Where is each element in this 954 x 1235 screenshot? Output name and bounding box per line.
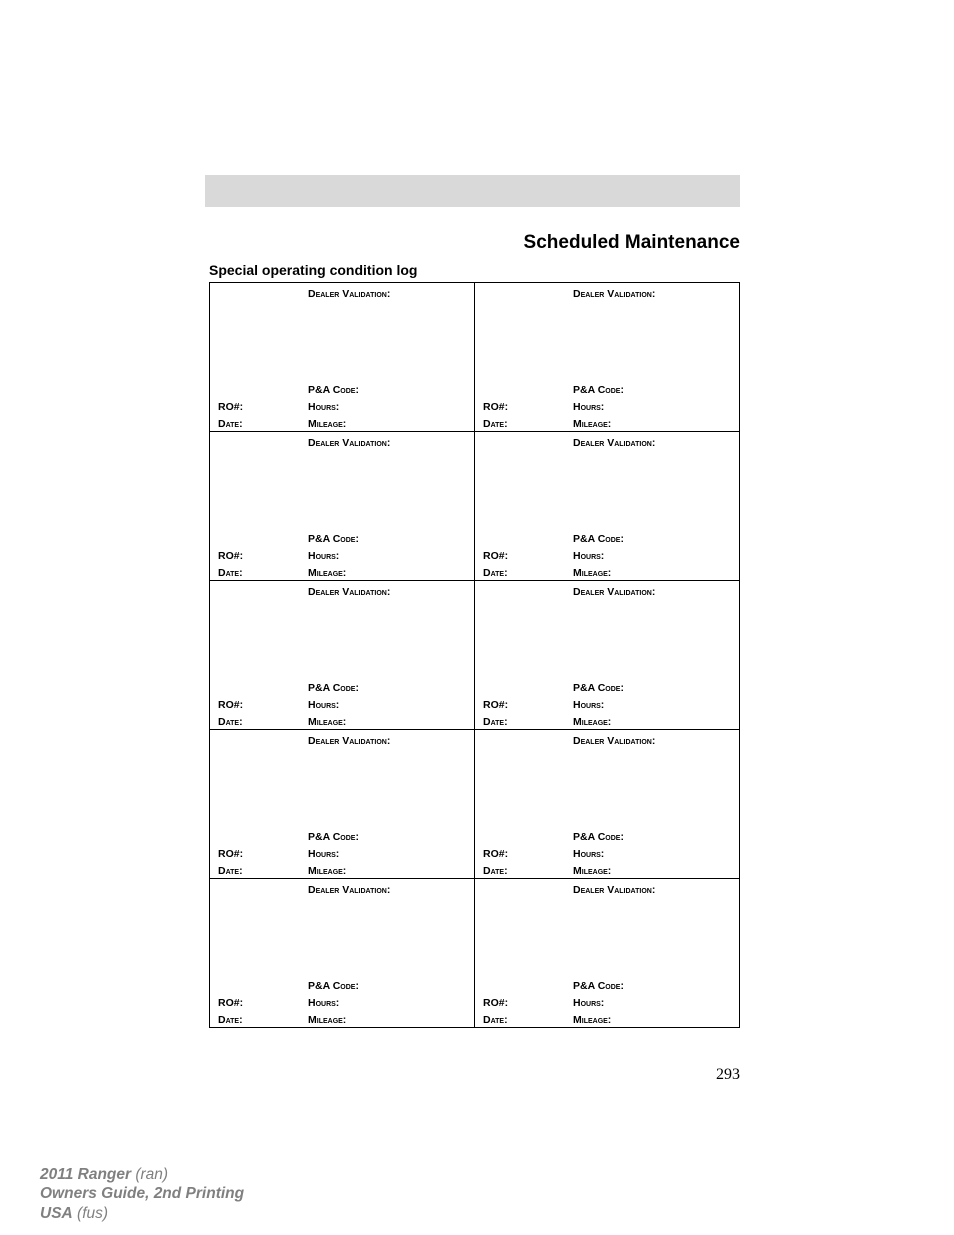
date-label: Date: [218,1014,243,1026]
page-number: 293 [716,1066,740,1084]
date-label: Date: [218,716,243,728]
log-cell-content: Dealer Validation: P&A Code: RO#: Hours: Dat… [210,879,474,1027]
ro-label: RO#: [218,550,243,562]
log-cell-content: Dealer Validation: P&A Code: RO#: Hours: Dat… [475,283,739,431]
log-row: Dealer Validation: P&A Code: RO#: Hours: Dat… [210,432,740,581]
date-label: Date: [218,418,243,430]
pa-code-label: P&A Code: [573,682,624,694]
date-label: Date: [483,1014,508,1026]
hours-label: Hours: [573,699,604,711]
log-row: Dealer Validation: P&A Code: RO#: Hours: Dat… [210,730,740,879]
log-cell-content: Dealer Validation: P&A Code: RO#: Hours: Dat… [475,730,739,878]
log-cell-content: Dealer Validation: P&A Code: RO#: Hours: Dat… [210,432,474,580]
log-cell: Dealer Validation: P&A Code: RO#: Hours: Dat… [475,879,740,1028]
date-label: Date: [218,865,243,877]
pa-code-label: P&A Code: [308,384,359,396]
log-cell-content: Dealer Validation: P&A Code: RO#: Hours: Dat… [475,581,739,729]
log-cell: Dealer Validation: P&A Code: RO#: Hours: Dat… [475,432,740,581]
footer-line-1: 2011 Ranger (ran) [40,1165,244,1184]
hours-label: Hours: [573,550,604,562]
log-cell-content: Dealer Validation: P&A Code: RO#: Hours: Dat… [210,730,474,878]
dealer-validation-label: Dealer Validation: [573,735,655,747]
mileage-label: Mileage: [308,567,346,579]
ro-label: RO#: [218,699,243,711]
hours-label: Hours: [308,401,339,413]
log-cell-content: Dealer Validation: P&A Code: RO#: Hours: Dat… [475,432,739,580]
log-cell: Dealer Validation: P&A Code: RO#: Hours: Dat… [210,879,475,1028]
log-row: Dealer Validation: P&A Code: RO#: Hours: Dat… [210,879,740,1028]
pa-code-label: P&A Code: [308,980,359,992]
date-label: Date: [483,716,508,728]
log-cell: Dealer Validation: P&A Code: RO#: Hours: Dat… [475,730,740,879]
mileage-label: Mileage: [573,716,611,728]
log-row: Dealer Validation: P&A Code: RO#: Hours: Dat… [210,581,740,730]
log-cell: Dealer Validation: P&A Code: RO#: Hours: Dat… [210,432,475,581]
pa-code-label: P&A Code: [308,831,359,843]
mileage-label: Mileage: [573,418,611,430]
log-cell: Dealer Validation: P&A Code: RO#: Hours: Dat… [210,581,475,730]
pa-code-label: P&A Code: [573,831,624,843]
pa-code-label: P&A Code: [573,384,624,396]
log-cell-content: Dealer Validation: P&A Code: RO#: Hours: Dat… [210,581,474,729]
log-table: Dealer Validation: P&A Code: RO#: Hours: Dat… [209,282,740,1028]
log-cell-content: Dealer Validation: P&A Code: RO#: Hours: Dat… [210,283,474,431]
footer-guide: Owners Guide, 2nd Printing [40,1184,244,1203]
date-label: Date: [483,865,508,877]
ro-label: RO#: [483,550,508,562]
ro-label: RO#: [483,401,508,413]
ro-label: RO#: [483,848,508,860]
dealer-validation-label: Dealer Validation: [573,884,655,896]
pa-code-label: P&A Code: [308,533,359,545]
log-row: Dealer Validation: P&A Code: RO#: Hours: Dat… [210,283,740,432]
log-cell: Dealer Validation: P&A Code: RO#: Hours: Dat… [475,283,740,432]
hours-label: Hours: [573,401,604,413]
log-cell: Dealer Validation: P&A Code: RO#: Hours: Dat… [210,730,475,879]
footer-country-code: (fus) [73,1205,108,1222]
dealer-validation-label: Dealer Validation: [573,288,655,300]
mileage-label: Mileage: [573,865,611,877]
dealer-validation-label: Dealer Validation: [573,437,655,449]
mileage-label: Mileage: [308,865,346,877]
footer-vehicle: 2011 Ranger [40,1166,131,1183]
pa-code-label: P&A Code: [573,533,624,545]
log-cell: Dealer Validation: P&A Code: RO#: Hours: Dat… [210,283,475,432]
mileage-label: Mileage: [573,1014,611,1026]
ro-label: RO#: [218,848,243,860]
log-cell-content: Dealer Validation: P&A Code: RO#: Hours: Dat… [475,879,739,1027]
hours-label: Hours: [308,848,339,860]
log-cell: Dealer Validation: P&A Code: RO#: Hours: Dat… [475,581,740,730]
ro-label: RO#: [218,401,243,413]
date-label: Date: [483,418,508,430]
pa-code-label: P&A Code: [573,980,624,992]
dealer-validation-label: Dealer Validation: [308,884,390,896]
mileage-label: Mileage: [308,418,346,430]
header-gray-bar [205,175,740,207]
hours-label: Hours: [308,997,339,1009]
mileage-label: Mileage: [308,1014,346,1026]
date-label: Date: [218,567,243,579]
dealer-validation-label: Dealer Validation: [308,735,390,747]
pa-code-label: P&A Code: [308,682,359,694]
page-title: Scheduled Maintenance [524,232,740,254]
hours-label: Hours: [308,699,339,711]
hours-label: Hours: [573,997,604,1009]
hours-label: Hours: [308,550,339,562]
mileage-label: Mileage: [308,716,346,728]
footer-country: USA [40,1205,73,1222]
ro-label: RO#: [483,699,508,711]
footer: 2011 Ranger (ran) Owners Guide, 2nd Prin… [40,1165,244,1223]
date-label: Date: [483,567,508,579]
footer-vehicle-code: (ran) [131,1166,168,1183]
mileage-label: Mileage: [573,567,611,579]
dealer-validation-label: Dealer Validation: [308,437,390,449]
dealer-validation-label: Dealer Validation: [573,586,655,598]
hours-label: Hours: [573,848,604,860]
ro-label: RO#: [218,997,243,1009]
section-title: Special operating condition log [209,262,417,278]
ro-label: RO#: [483,997,508,1009]
dealer-validation-label: Dealer Validation: [308,586,390,598]
dealer-validation-label: Dealer Validation: [308,288,390,300]
footer-line-3: USA (fus) [40,1204,244,1223]
